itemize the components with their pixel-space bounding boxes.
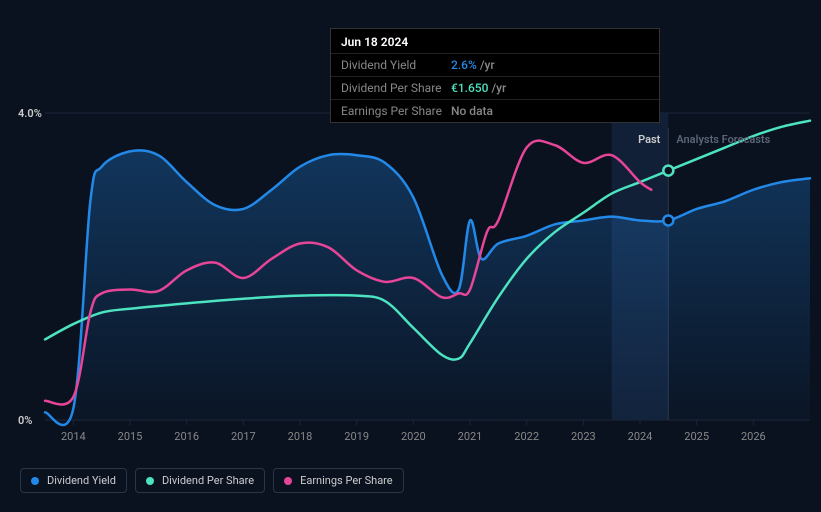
tooltip-value: 2.6%/yr bbox=[451, 58, 495, 72]
legend-item[interactable]: Dividend Per Share bbox=[135, 468, 265, 493]
legend-dot bbox=[31, 477, 39, 485]
tooltip-row: Earnings Per ShareNo data bbox=[331, 99, 659, 122]
x-axis-label: 2025 bbox=[684, 430, 709, 443]
chart-tooltip: Jun 18 2024 Dividend Yield2.6%/yrDividen… bbox=[330, 28, 660, 123]
x-axis-label: 2020 bbox=[401, 430, 426, 443]
x-axis-label: 2015 bbox=[118, 430, 143, 443]
y-axis-label: 4.0% bbox=[18, 107, 42, 120]
series-marker-dividend_per_share bbox=[663, 166, 673, 176]
legend: Dividend Yield Dividend Per Share Earnings… bbox=[20, 468, 404, 493]
tooltip-label: Dividend Yield bbox=[341, 58, 451, 72]
legend-item[interactable]: Earnings Per Share bbox=[273, 468, 404, 493]
x-axis-label: 2017 bbox=[231, 430, 256, 443]
x-axis-label: 2014 bbox=[61, 430, 86, 443]
region-label-future: Analysts Forecasts bbox=[676, 133, 770, 146]
legend-label: Dividend Per Share bbox=[162, 474, 254, 487]
region-label-past: Past bbox=[638, 133, 660, 146]
y-axis-label: 0% bbox=[18, 414, 32, 427]
x-axis-label: 2022 bbox=[514, 430, 539, 443]
tooltip-unit: /yr bbox=[491, 81, 506, 95]
x-axis-label: 2021 bbox=[458, 430, 483, 443]
x-axis-label: 2024 bbox=[628, 430, 653, 443]
x-axis-label: 2018 bbox=[288, 430, 313, 443]
tooltip-value: No data bbox=[451, 104, 496, 118]
tooltip-label: Earnings Per Share bbox=[341, 104, 451, 118]
legend-dot bbox=[284, 477, 292, 485]
legend-label: Earnings Per Share bbox=[300, 474, 393, 487]
tooltip-row: Dividend Yield2.6%/yr bbox=[331, 53, 659, 76]
tooltip-title: Jun 18 2024 bbox=[331, 29, 659, 53]
tooltip-unit: /yr bbox=[480, 58, 495, 72]
x-axis-label: 2026 bbox=[741, 430, 766, 443]
tooltip-value: €1.650/yr bbox=[451, 81, 506, 95]
legend-item[interactable]: Dividend Yield bbox=[20, 468, 127, 493]
x-axis-label: 2016 bbox=[174, 430, 199, 443]
x-axis-label: 2023 bbox=[571, 430, 596, 443]
legend-dot bbox=[146, 477, 154, 485]
legend-label: Dividend Yield bbox=[47, 474, 116, 487]
tooltip-label: Dividend Per Share bbox=[341, 81, 451, 95]
tooltip-row: Dividend Per Share€1.650/yr bbox=[331, 76, 659, 99]
x-axis-label: 2019 bbox=[344, 430, 369, 443]
series-marker-dividend_yield bbox=[663, 215, 673, 225]
